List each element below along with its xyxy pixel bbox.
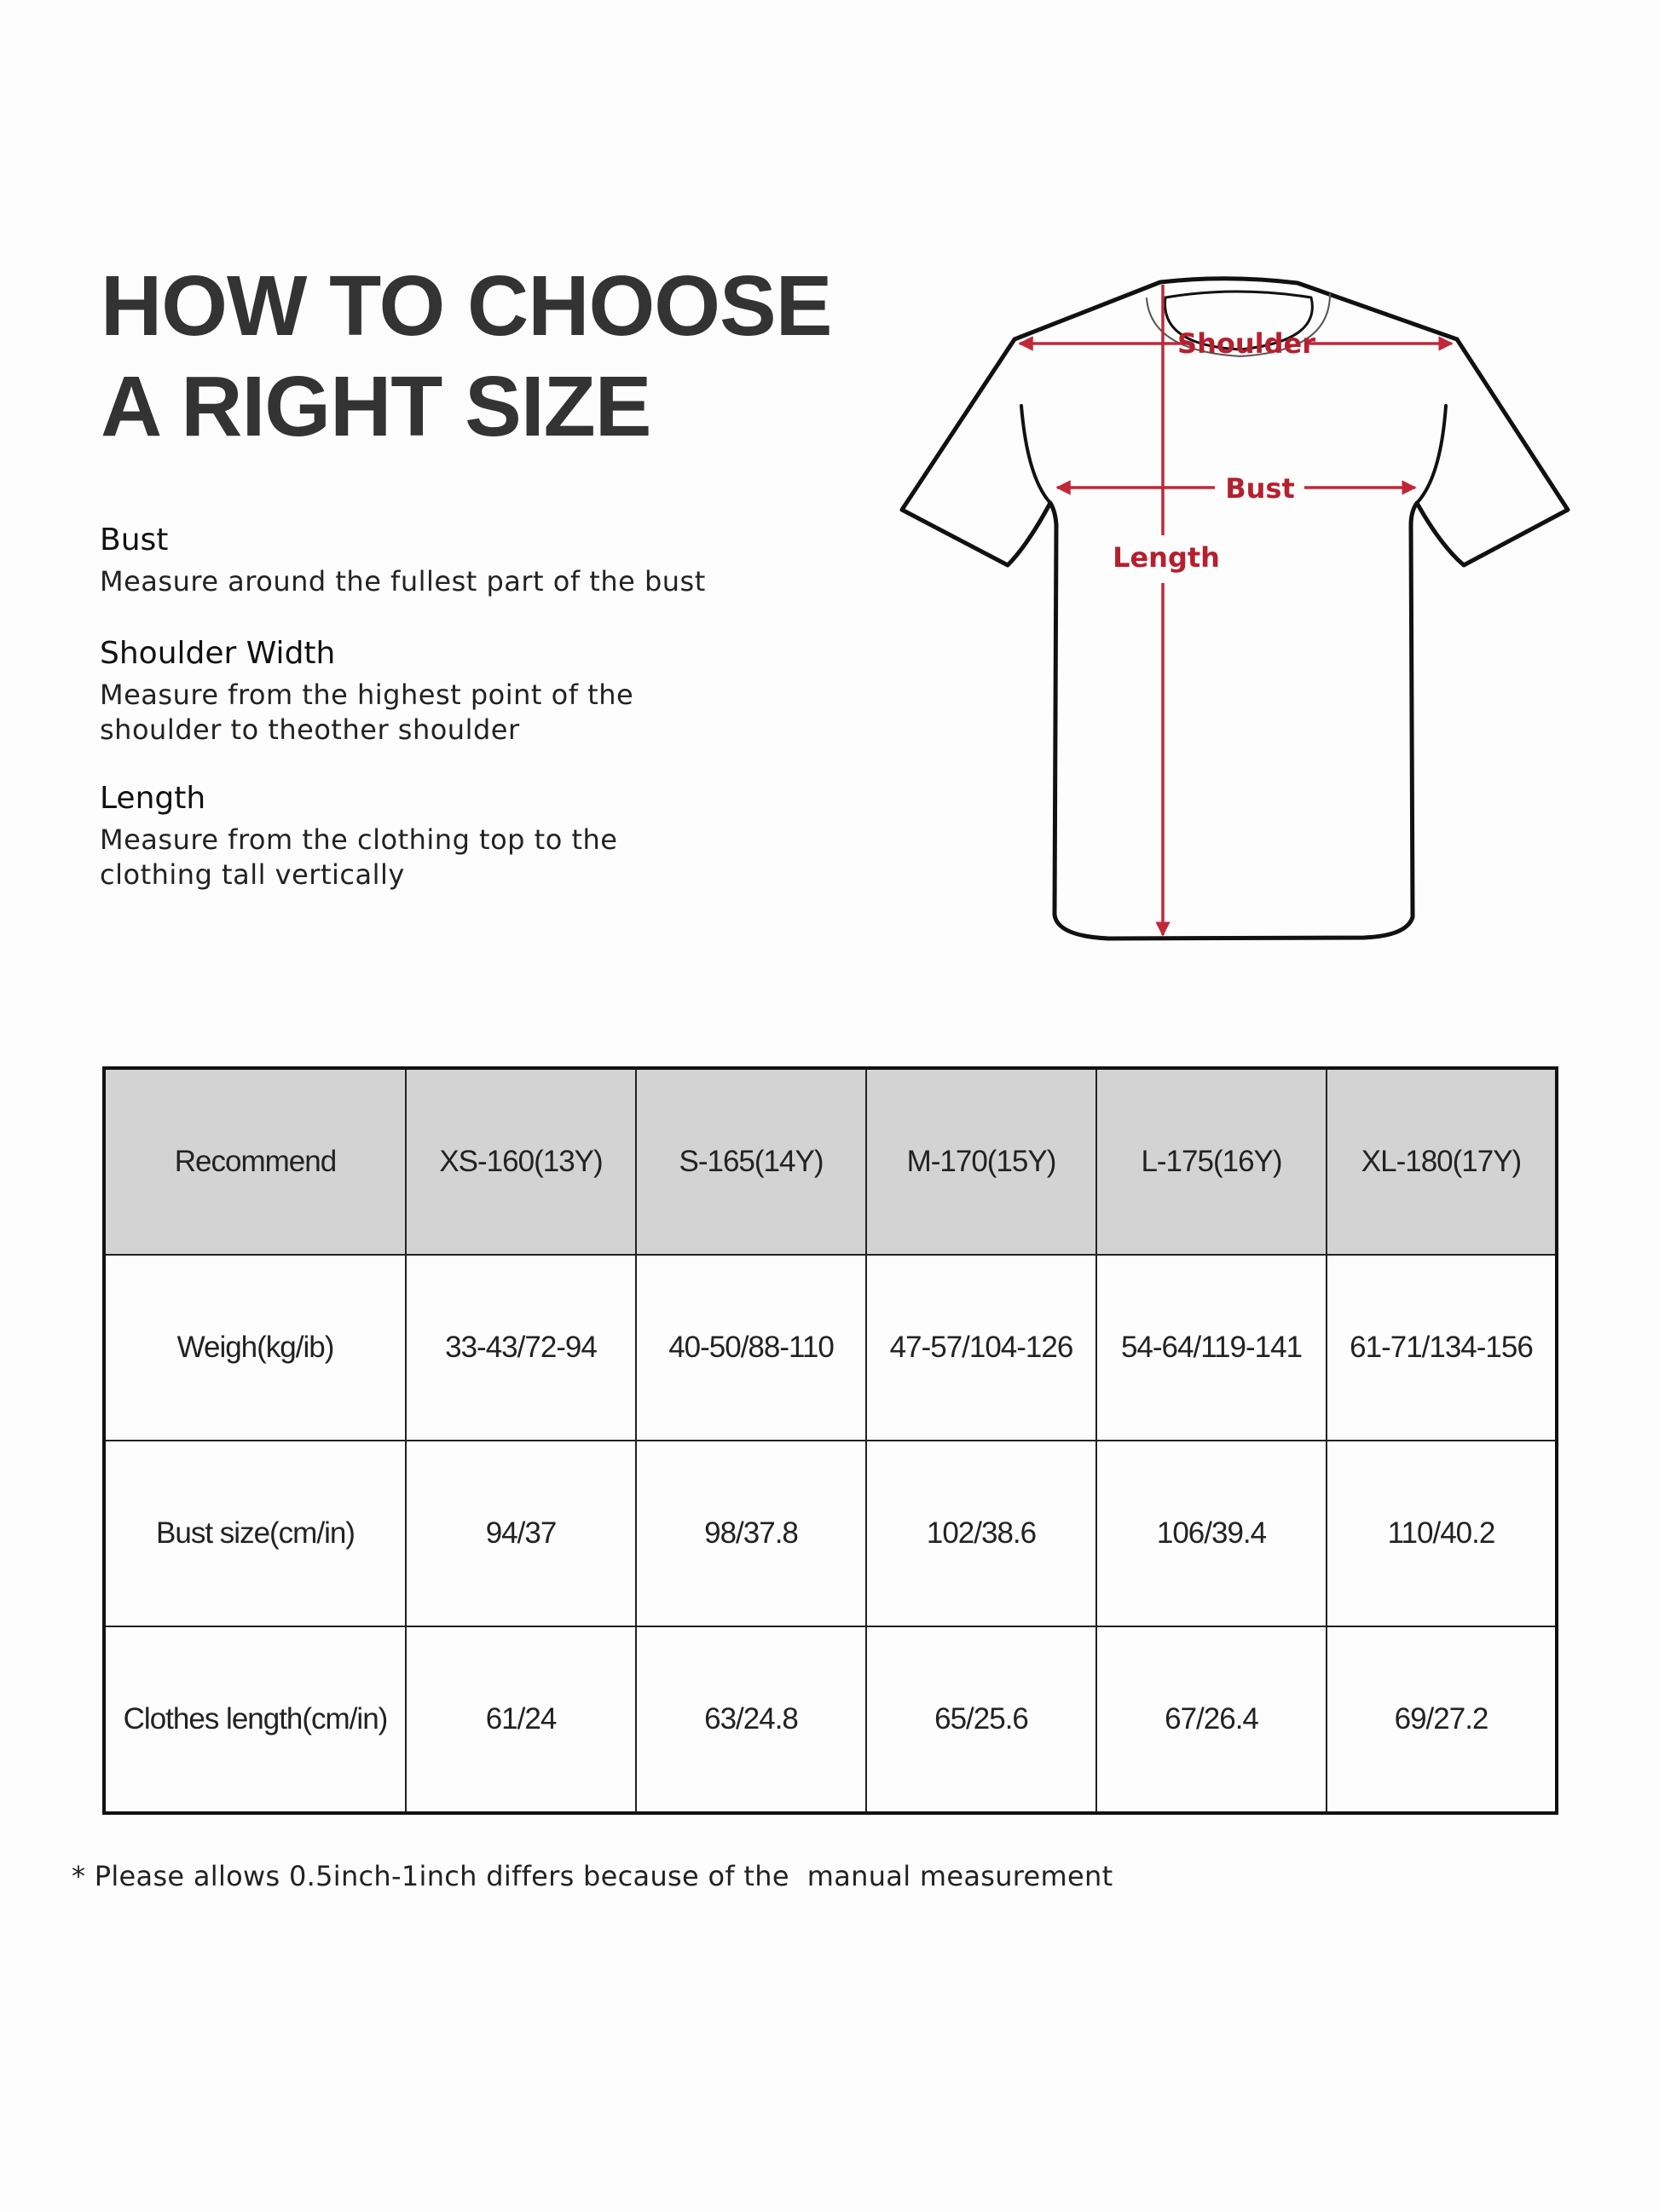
tshirt-diagram: Shoulder Bust Length	[899, 276, 1570, 941]
section-heading: Length	[100, 781, 206, 816]
description-line: shoulder to theother shoulder	[100, 713, 520, 746]
description-line: Measure from the clothing top to the	[100, 823, 618, 856]
table-row: Clothes length(cm/in) 61/24 63/24.8 65/2…	[103, 1626, 1558, 1814]
section-description: Measure from the clothing top to the clot…	[100, 823, 617, 892]
section-heading: Shoulder Width	[100, 636, 336, 671]
row-label: Weigh(kg/ib)	[103, 1254, 407, 1441]
header-cell: M-170(15Y)	[865, 1067, 1097, 1256]
section-length: Length Measure from the clothing top to …	[100, 780, 617, 892]
section-bust: Bust Measure around the fullest part of …	[100, 522, 706, 599]
size-chart-table: Recommend XS-160(13Y) S-165(14Y) M-170(1…	[102, 1066, 1558, 1815]
section-description: Measure from the highest point of the sho…	[100, 678, 633, 748]
table-cell: 47-57/104-126	[865, 1254, 1097, 1441]
table-cell: 40-50/88-110	[635, 1254, 867, 1441]
table-cell: 98/37.8	[635, 1440, 867, 1627]
title-line-2: A RIGHT SIZE	[101, 359, 651, 454]
header-cell: XL-180(17Y)	[1326, 1067, 1558, 1256]
table-cell: 110/40.2	[1326, 1440, 1558, 1627]
table-row: Weigh(kg/ib) 33-43/72-94 40-50/88-110 47…	[103, 1254, 1558, 1441]
bust-label: Bust	[1225, 472, 1295, 505]
description-line: Measure from the highest point of the	[100, 679, 634, 711]
table-cell: 106/39.4	[1095, 1440, 1327, 1627]
header-cell: L-175(16Y)	[1095, 1067, 1327, 1256]
header-cell: XS-160(13Y)	[405, 1067, 637, 1256]
table-cell: 65/25.6	[865, 1626, 1097, 1814]
section-heading: Bust	[100, 523, 169, 557]
page-title: HOW TO CHOOSE A RIGHT SIZE	[101, 256, 832, 457]
table-row: Bust size(cm/in) 94/37 98/37.8 102/38.6 …	[103, 1440, 1558, 1627]
table-cell: 102/38.6	[865, 1440, 1097, 1627]
length-label: Length	[1113, 541, 1220, 574]
title-line-1: HOW TO CHOOSE	[101, 258, 832, 354]
table-cell: 54-64/119-141	[1095, 1254, 1327, 1441]
row-label: Clothes length(cm/in)	[103, 1626, 407, 1814]
row-label: Bust size(cm/in)	[103, 1440, 407, 1627]
table-cell: 94/37	[405, 1440, 637, 1627]
measurement-arrows	[1018, 285, 1454, 937]
table-cell: 69/27.2	[1326, 1626, 1558, 1814]
table-cell: 61/24	[405, 1626, 637, 1814]
table-cell: 33-43/72-94	[405, 1254, 637, 1441]
header-cell: Recommend	[103, 1067, 407, 1256]
section-description: Measure around the fullest part of the b…	[100, 565, 706, 598]
header-cell: S-165(14Y)	[635, 1067, 867, 1256]
shoulder-label: Shoulder	[1177, 327, 1315, 360]
table-cell: 61-71/134-156	[1326, 1254, 1558, 1441]
table-header-row: Recommend XS-160(13Y) S-165(14Y) M-170(1…	[103, 1067, 1558, 1256]
description-line: clothing tall vertically	[100, 858, 405, 891]
section-shoulder-width: Shoulder Width Measure from the highest …	[100, 635, 633, 748]
table-cell: 63/24.8	[635, 1626, 867, 1814]
tshirt-outline	[899, 276, 1570, 941]
footnote: * Please allows 0.5inch-1inch differs be…	[72, 1860, 1113, 1892]
table-cell: 67/26.4	[1095, 1626, 1327, 1814]
